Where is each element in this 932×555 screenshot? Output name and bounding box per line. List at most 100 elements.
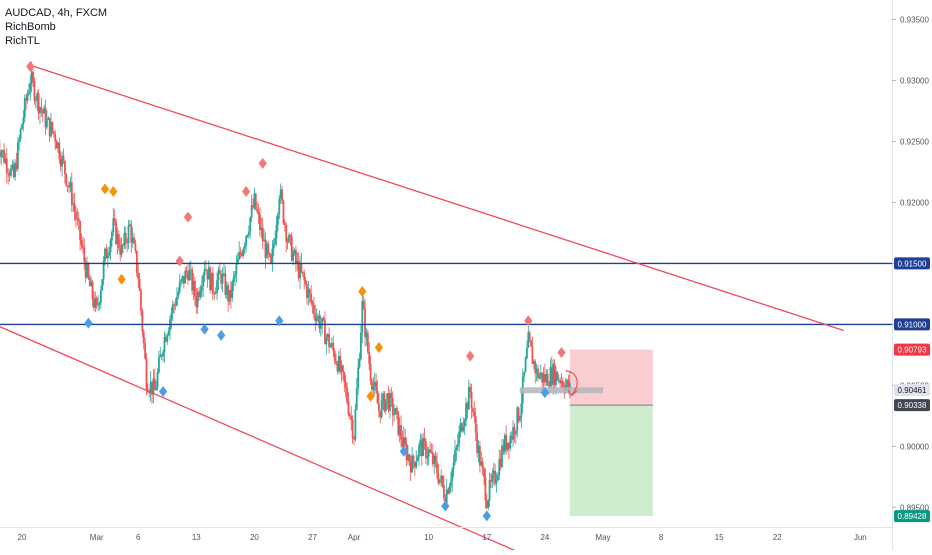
sell-signal-marker (557, 346, 566, 358)
candle-body (137, 273, 140, 279)
candle-body (455, 447, 458, 451)
x-tick-label: 8 (659, 533, 664, 542)
candle-body (514, 431, 517, 435)
candle-body (191, 269, 194, 291)
candle-body (517, 407, 520, 421)
stop-loss-zone[interactable] (569, 349, 653, 406)
orange-signal-marker (366, 390, 375, 402)
sell-signal-marker (241, 185, 251, 197)
candle-body (279, 189, 282, 199)
candle-body (303, 273, 306, 280)
price-badge-light (894, 384, 930, 397)
candle-body (268, 253, 271, 256)
candle-body (216, 280, 218, 293)
candle-body (260, 227, 263, 231)
candle-body (347, 401, 350, 415)
candle-body (209, 267, 212, 291)
candle-body (1, 150, 4, 153)
y-tick-label: 0.90000 (900, 442, 929, 451)
candle-body (123, 232, 126, 246)
candle-body (187, 272, 189, 281)
candle-body (544, 374, 546, 383)
candle-body (281, 189, 283, 201)
candle-body (48, 117, 51, 137)
sell-signal-marker (175, 255, 184, 267)
candle-body (263, 239, 265, 242)
candle-body (310, 293, 313, 302)
candle-body (167, 330, 170, 336)
candle-body (288, 234, 290, 243)
candle-body (496, 475, 499, 481)
candle-body (58, 142, 61, 160)
candle-body (81, 244, 84, 248)
candle-body (76, 218, 79, 220)
candle-body (50, 122, 52, 137)
candle-body (106, 255, 109, 259)
candle-body (39, 107, 41, 114)
x-tick-label: 13 (192, 533, 201, 542)
x-tick-label: 24 (540, 533, 549, 542)
candle-body (242, 248, 245, 256)
candle-body (278, 198, 281, 215)
entry-range-box[interactable] (519, 387, 603, 394)
down-arrow-curve (565, 370, 578, 396)
candle-body (59, 159, 62, 167)
candle-body (400, 425, 402, 440)
channel-trendline[interactable] (30, 64, 844, 332)
candle-body (459, 423, 462, 432)
candle-body (231, 282, 234, 298)
candle-body (142, 331, 145, 344)
candle-body (119, 248, 122, 255)
candle-body (238, 252, 241, 260)
candle-body (346, 387, 348, 402)
candle-body (138, 278, 141, 291)
candle-body (144, 343, 147, 359)
candle-body (357, 367, 360, 389)
candle-body (21, 124, 23, 129)
candle-body (499, 459, 502, 467)
indicator-richbomb[interactable]: RichBomb (5, 21, 56, 33)
candle-body (0, 152, 3, 157)
candle-body (51, 122, 54, 132)
x-tick-label: 6 (136, 533, 141, 542)
price-badges: 0.91500 0.91000 0.90793 0.90461 0.90338 0.894… (894, 257, 930, 523)
candle-body (512, 427, 514, 440)
price-badge-label: 0.90338 (898, 401, 927, 410)
candle-body (212, 272, 214, 294)
channel-trendline[interactable] (0, 318, 570, 555)
candle-body (325, 337, 328, 345)
candle-body (171, 304, 174, 314)
candle-body (429, 449, 431, 452)
candle-body (307, 289, 310, 298)
candle-body (422, 437, 425, 457)
candle-body (55, 141, 58, 149)
x-tick-label: May (595, 533, 610, 542)
candle-body (217, 269, 220, 281)
candle-body (41, 110, 44, 114)
candle-body (519, 417, 521, 421)
candle-body (433, 455, 436, 465)
candle-body (299, 263, 301, 279)
candle-body (355, 388, 358, 410)
candle-body (293, 250, 296, 254)
candle-body (75, 211, 77, 220)
candle-body (509, 435, 512, 449)
candle-body (158, 357, 160, 373)
candle-body (86, 263, 88, 278)
candle-body (312, 304, 315, 314)
take-profit-zone[interactable] (569, 405, 653, 517)
indicator-richtl[interactable]: RichTL (5, 35, 40, 47)
candle-body (232, 277, 235, 283)
price-badge-navy (894, 257, 930, 270)
candle-body (188, 270, 191, 281)
candle-body (239, 252, 242, 254)
candle-body (383, 393, 386, 412)
symbol-title[interactable]: AUDCAD, 4h, FXCM (5, 7, 108, 19)
candle-body (148, 392, 151, 393)
candle-body (267, 243, 270, 254)
price-badge-label: 0.90461 (898, 386, 927, 395)
candle-body (274, 238, 277, 244)
candle-body (427, 449, 430, 457)
